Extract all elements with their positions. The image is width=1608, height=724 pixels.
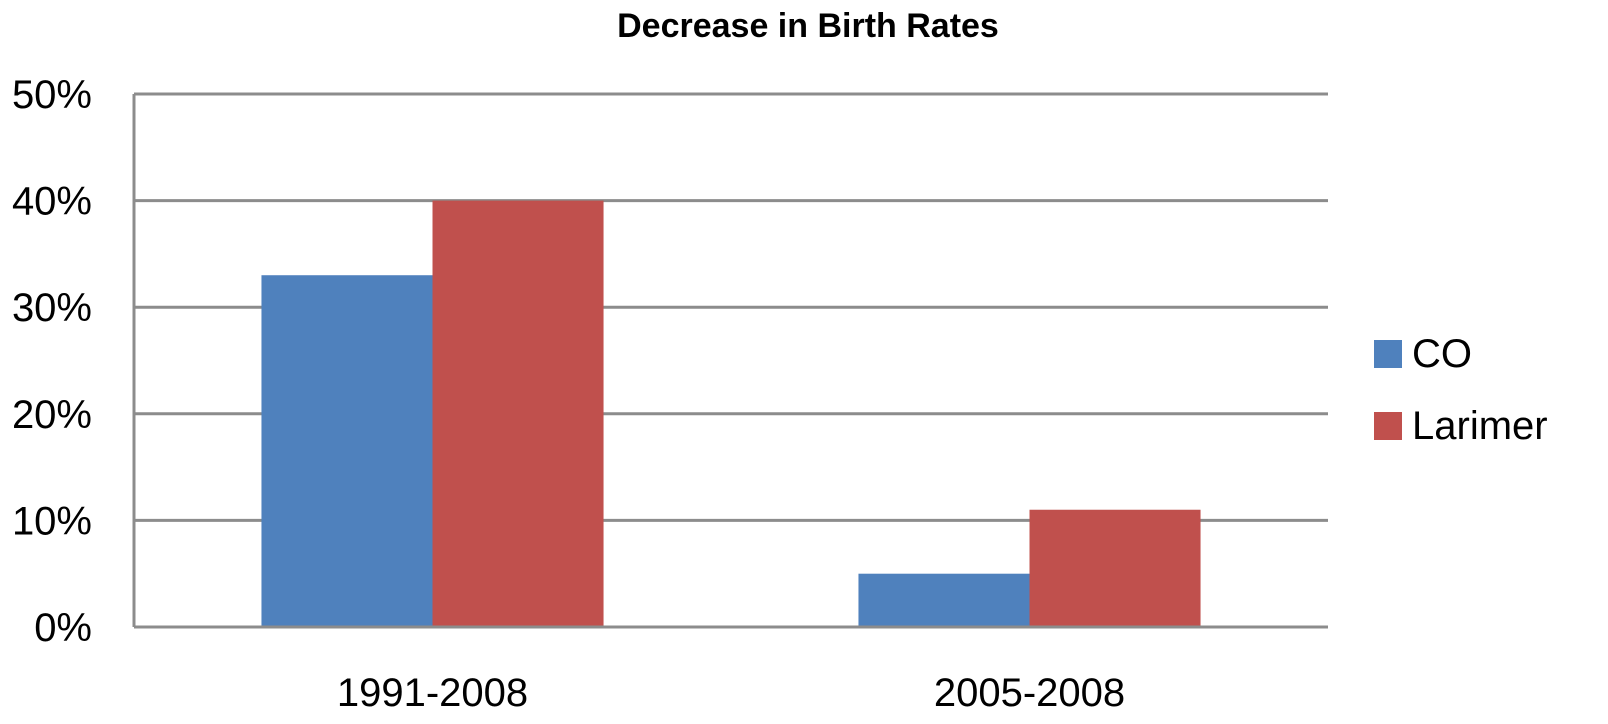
- bar-co-2005-2008: [858, 573, 1030, 627]
- y-tick-label: 10%: [12, 499, 92, 543]
- legend-label-co: CO: [1412, 332, 1472, 376]
- legend-swatch-larimer: [1374, 412, 1402, 440]
- y-axis-tick-labels: 0% 10% 20% 30% 40% 50%: [12, 73, 92, 650]
- y-tick-label: 0%: [34, 606, 92, 650]
- y-tick-label: 30%: [12, 286, 92, 330]
- legend: CO Larimer: [1374, 332, 1548, 448]
- bar-co-1991-2008: [261, 275, 433, 627]
- y-tick-label: 50%: [12, 73, 92, 117]
- legend-label-larimer: Larimer: [1412, 404, 1548, 448]
- bar-larimer-1991-2008: [432, 200, 604, 627]
- y-tick-label: 40%: [12, 180, 92, 224]
- x-tick-label: 2005-2008: [934, 671, 1125, 715]
- chart-title: Decrease in Birth Rates: [617, 7, 999, 45]
- x-tick-label: 1991-2008: [337, 671, 528, 715]
- bar-larimer-2005-2008: [1029, 509, 1201, 627]
- axes: [132, 94, 1328, 629]
- x-axis-tick-labels: 1991-2008 2005-2008: [337, 671, 1125, 715]
- legend-swatch-co: [1374, 340, 1402, 368]
- bars: [261, 200, 1201, 627]
- y-tick-label: 20%: [12, 393, 92, 437]
